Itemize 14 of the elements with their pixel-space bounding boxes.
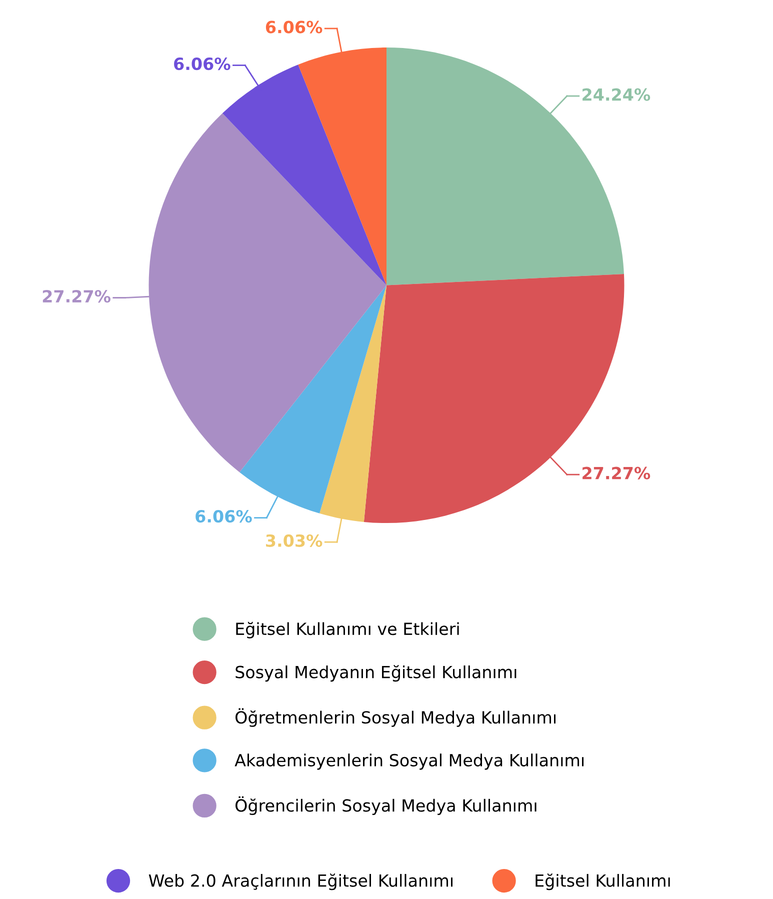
data-label: 6.06% bbox=[174, 58, 230, 70]
data-label: 27.27% bbox=[582, 466, 650, 480]
legend-label: Sosyal Medyanın Eğitsel Kullanımı bbox=[236, 665, 516, 682]
legend-label: Eğitsel Kullanımı bbox=[536, 874, 670, 890]
data-label: 6.06% bbox=[196, 510, 252, 523]
data-label: 3.03% bbox=[266, 534, 322, 547]
legend-label: Web 2.0 Araçlarının Eğitsel Kullanımı bbox=[148, 874, 452, 890]
legend-label: Öğrencilerin Sosyal Medya Kullanımı bbox=[236, 796, 536, 816]
data-label: 24.24% bbox=[582, 88, 650, 101]
legend-label: Öğretmenlerin Sosyal Medya Kullanımı bbox=[236, 708, 556, 727]
legend-label: Eğitsel Kullanımı ve Etkileri bbox=[236, 622, 459, 638]
data-label: 27.27% bbox=[42, 290, 110, 303]
legend-label: Akademisyenlerin Sosyal Medya Kullanımı bbox=[234, 754, 584, 770]
data-label: 6.06% bbox=[266, 20, 322, 34]
